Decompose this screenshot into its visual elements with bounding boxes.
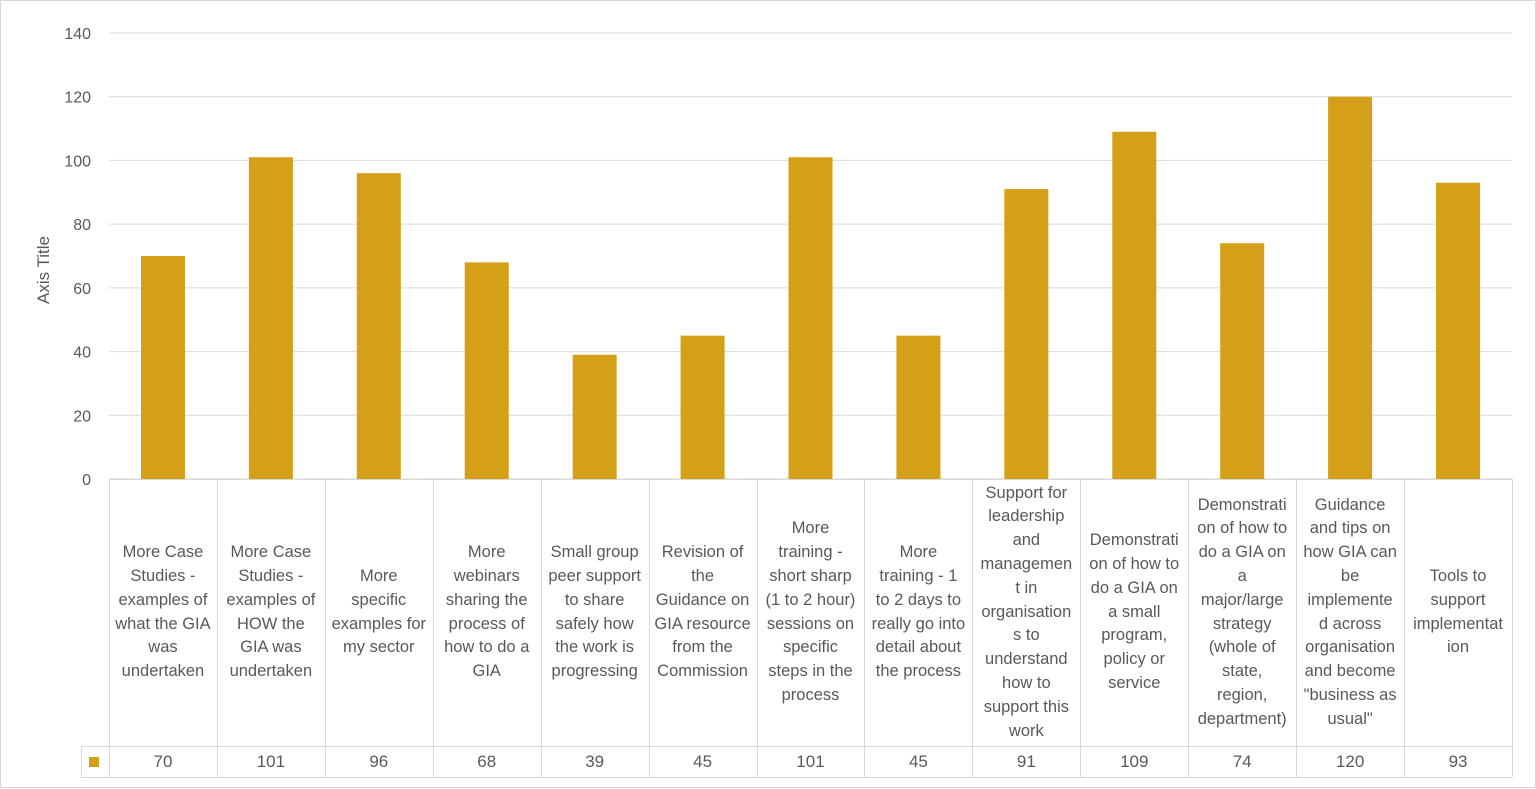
y-tick-label: 80 bbox=[73, 217, 91, 234]
bar bbox=[1328, 96, 1373, 479]
value-label: 93 bbox=[1448, 751, 1468, 771]
bar bbox=[356, 173, 401, 479]
category-label: Small group peer support to share safely… bbox=[548, 543, 641, 681]
category-label: Guidance and tips on how GIA can be impl… bbox=[1303, 495, 1397, 728]
category-label: Support for leadership and managemen t i… bbox=[980, 483, 1073, 740]
y-tick-label: 140 bbox=[64, 26, 91, 43]
bar bbox=[248, 157, 293, 479]
value-label: 101 bbox=[796, 751, 825, 771]
category-label: More training - short sharp (1 to 2 hour… bbox=[765, 519, 856, 704]
value-label: 45 bbox=[693, 751, 713, 771]
bar bbox=[788, 157, 833, 479]
category-label: Demonstrati on of how to do a GIA on a m… bbox=[1197, 495, 1288, 728]
value-label: 101 bbox=[256, 751, 286, 771]
value-label: 70 bbox=[153, 751, 173, 771]
value-label: 91 bbox=[1016, 751, 1036, 771]
category-label: Tools to support implementat ion bbox=[1413, 566, 1503, 657]
value-label: 120 bbox=[1335, 751, 1365, 771]
y-tick-label: 40 bbox=[73, 345, 91, 362]
bar bbox=[572, 354, 617, 479]
y-tick-label: 120 bbox=[64, 90, 91, 107]
bar bbox=[1112, 131, 1157, 479]
value-label: 74 bbox=[1232, 751, 1252, 771]
category-label: More webinars sharing the process of how… bbox=[444, 543, 530, 681]
value-label: 45 bbox=[908, 751, 928, 771]
value-label: 96 bbox=[369, 751, 389, 771]
category-label: More specific examples for my sector bbox=[331, 566, 427, 657]
y-axis-title: Axis Title bbox=[34, 236, 53, 304]
bar bbox=[464, 262, 509, 479]
bar bbox=[1004, 189, 1049, 479]
value-label: 39 bbox=[585, 751, 605, 771]
bar bbox=[140, 256, 185, 479]
y-tick-label: 100 bbox=[64, 153, 91, 170]
bar bbox=[1436, 182, 1481, 479]
y-tick-label: 0 bbox=[82, 472, 91, 489]
value-label: 68 bbox=[477, 751, 497, 771]
category-label: More training - 1 to 2 days to really go… bbox=[871, 543, 966, 681]
value-label: 109 bbox=[1120, 751, 1149, 771]
bar bbox=[680, 335, 725, 479]
category-label: Demonstrati on of how to do a GIA on a s… bbox=[1089, 531, 1180, 692]
y-tick-label: 60 bbox=[73, 281, 91, 298]
legend-key bbox=[89, 756, 99, 767]
bar bbox=[896, 335, 941, 479]
category-label: More Case Studies - examples of HOW the … bbox=[226, 543, 316, 681]
bar bbox=[1220, 243, 1265, 479]
category-label: Revision of the Guidance on GIA resource… bbox=[654, 543, 751, 681]
category-label: More Case Studies - examples of what the… bbox=[115, 543, 211, 681]
y-tick-label: 20 bbox=[73, 408, 91, 425]
